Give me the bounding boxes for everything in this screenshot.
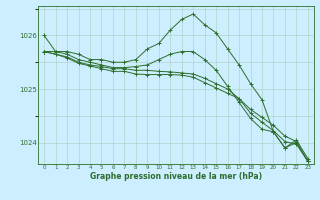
X-axis label: Graphe pression niveau de la mer (hPa): Graphe pression niveau de la mer (hPa)	[90, 172, 262, 181]
